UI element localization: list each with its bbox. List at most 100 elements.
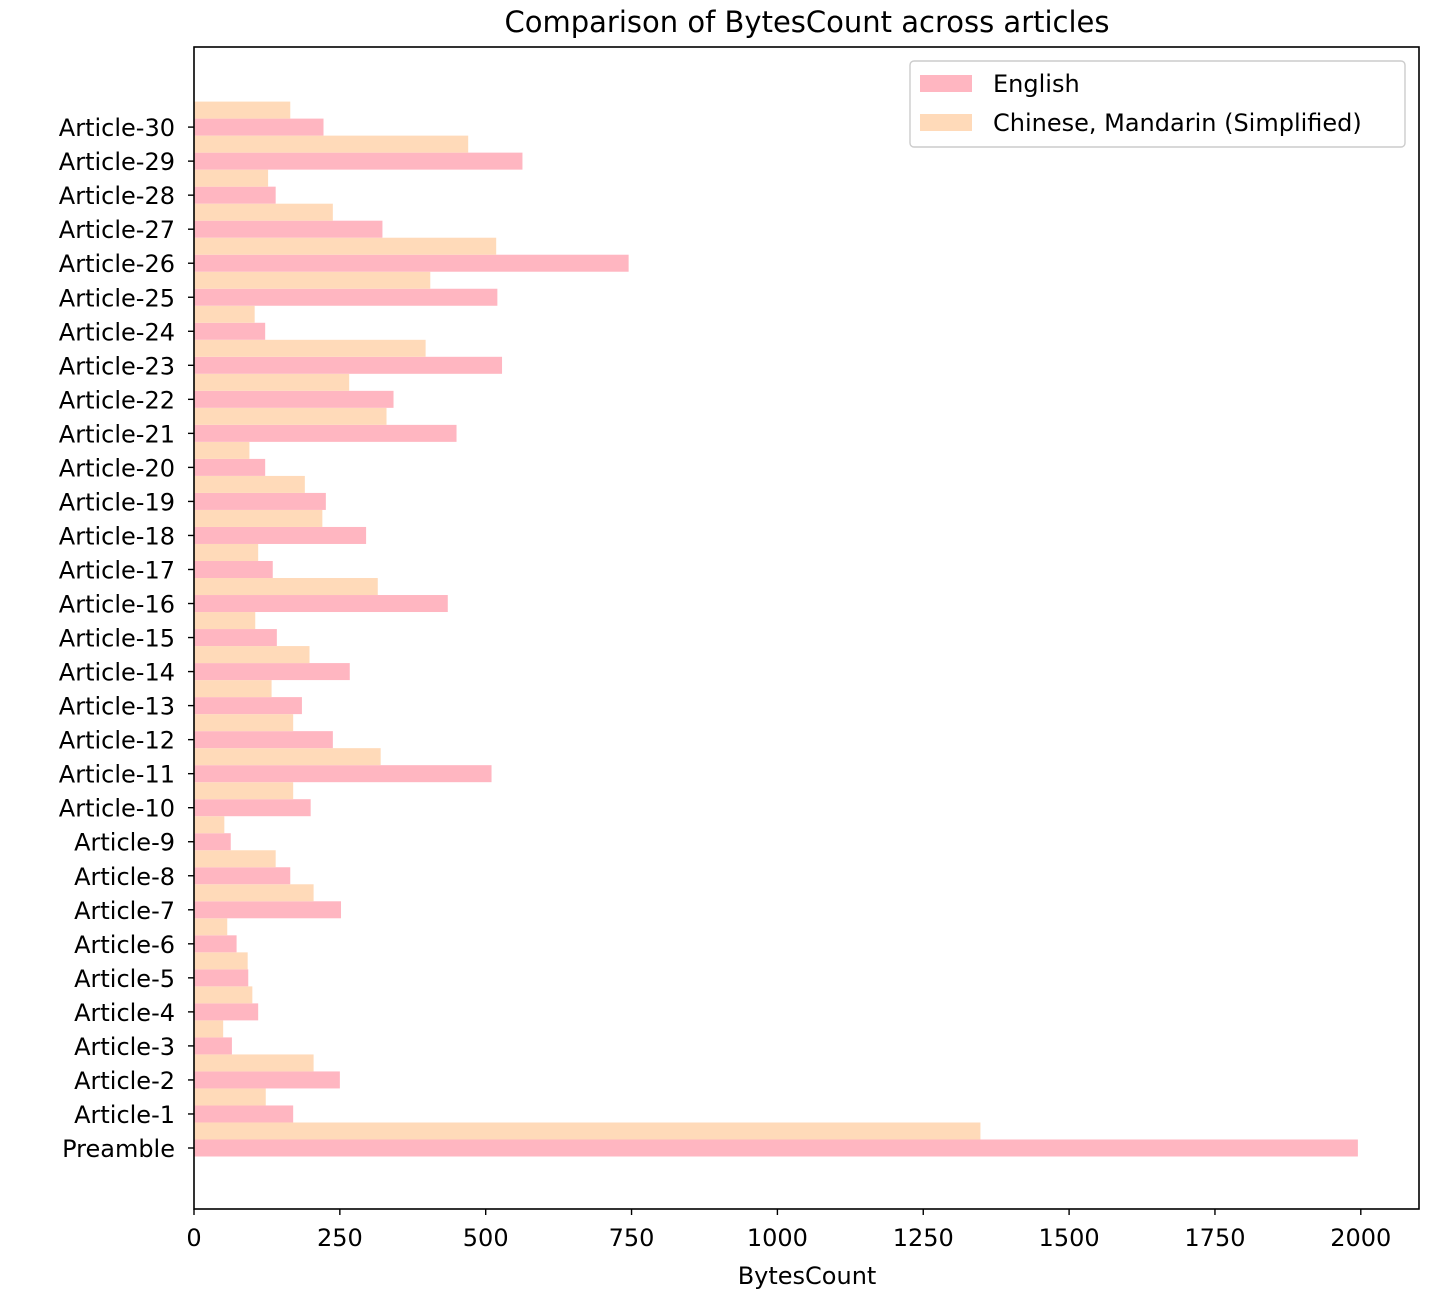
bar-english-article-22 [194,390,394,408]
y-tick-label: Article-15 [59,625,175,653]
y-tick-label: Article-16 [59,591,175,619]
bar-chinese-article-7 [194,884,314,902]
bar-chinese-article-11 [194,748,381,766]
legend: English Chinese, Mandarin (Simplified) [909,60,1406,148]
bar-chinese-article-27 [194,203,333,221]
bar-english-article-15 [194,629,277,647]
bar-chinese-article-12 [194,714,294,732]
bar-english-article-3 [194,1037,232,1055]
bar-chinese-article-5 [194,952,248,970]
bar-english-article-16 [194,595,448,613]
bar-english-preamble [194,1139,1358,1157]
y-tick-label: Article-25 [59,284,175,312]
x-tick-label: 0 [186,1224,201,1252]
bar-chinese-article-29 [194,135,469,153]
y-tick-label: Article-17 [59,556,175,584]
bar-chinese-article-9 [194,816,225,834]
bar-english-article-5 [194,969,249,987]
x-tick-label: 750 [609,1224,655,1252]
bar-chinese-article-6 [194,918,228,936]
x-tick-label: 1750 [1184,1224,1245,1252]
y-tick-label: Article-9 [74,829,175,857]
bar-chinese-article-20 [194,441,250,459]
bar-english-article-27 [194,220,383,238]
bar-chinese-article-3 [194,1020,224,1038]
bar-english-article-12 [194,731,333,749]
bar-chinese-article-25 [194,271,431,289]
legend-swatch [920,75,972,92]
y-tick-label: Article-11 [59,761,175,789]
x-axis: 0 250 500 750 1000 1250 1500 1750 2000 [186,1209,1391,1252]
y-tick-label: Article-12 [59,727,175,755]
bar-chinese-article-23 [194,339,426,357]
y-tick-label: Article-10 [59,795,175,823]
bar-english-article-4 [194,1003,259,1021]
y-tick-label: Article-8 [74,863,175,891]
y-tick-label: Article-27 [59,216,175,244]
bar-chinese-article-24 [194,305,255,323]
x-tick-label: 250 [317,1224,363,1252]
legend-label: English [993,70,1080,98]
y-tick-label: Article-14 [59,659,175,687]
bars-layer [194,101,1358,1157]
x-axis-label: BytesCount [738,1262,877,1290]
bar-english-article-7 [194,901,342,919]
y-tick-label: Article-1 [74,1101,175,1129]
bar-english-article-30 [194,118,324,136]
bar-english-article-28 [194,186,276,204]
y-tick-label: Article-26 [59,250,175,278]
bar-english-article-25 [194,288,498,306]
bar-english-article-24 [194,322,266,340]
bar-english-article-13 [194,697,302,715]
bar-english-article-9 [194,833,231,851]
x-tick-label: 1250 [893,1224,954,1252]
y-tick-label: Article-5 [74,965,175,993]
bar-chinese-article-28 [194,169,269,187]
bar-english-article-21 [194,424,457,442]
y-tick-label: Article-18 [59,522,175,550]
bar-english-article-18 [194,526,367,544]
bar-chinese-article-13 [194,680,272,698]
bar-chinese-article-26 [194,237,497,255]
bar-english-article-19 [194,492,326,510]
bar-english-article-10 [194,799,311,817]
y-tick-label: Article-2 [74,1067,175,1095]
bar-chinese-article-19 [194,475,305,493]
bar-chinese-article-14 [194,646,310,664]
x-tick-label: 1500 [1039,1224,1100,1252]
y-axis: Preamble Article-1 Article-2 Article-3 Artic… [59,114,194,1163]
y-tick-label: Article-30 [59,114,175,142]
y-tick-label: Article-21 [59,420,175,448]
y-tick-label: Article-20 [59,454,175,482]
bar-chinese-article-16 [194,578,378,596]
bar-chinese-article-18 [194,509,323,527]
y-tick-label: Article-3 [74,1033,175,1061]
bar-english-article-1 [194,1105,294,1123]
bar-english-article-6 [194,935,237,953]
y-tick-label: Article-23 [59,352,175,380]
y-tick-label: Article-19 [59,488,175,516]
bar-english-article-8 [194,867,291,885]
y-tick-label: Article-22 [59,386,175,414]
bar-english-article-23 [194,356,503,374]
x-tick-label: 500 [463,1224,509,1252]
y-tick-label: Article-24 [59,318,175,346]
legend-swatch [920,114,972,131]
bar-english-article-2 [194,1071,340,1089]
bar-chinese-article-17 [194,543,259,561]
x-tick-label: 2000 [1330,1224,1391,1252]
y-tick-label: Article-28 [59,182,175,210]
bar-chinese-article-15 [194,612,256,630]
bar-chinese-article-21 [194,407,387,425]
legend-box [909,60,1406,148]
bar-english-article-20 [194,458,266,476]
plot-frame [193,46,1420,1210]
bar-chinese-preamble [194,1122,981,1140]
x-tick-label: 1000 [747,1224,808,1252]
bar-chinese-article-2 [194,1054,314,1072]
bar-english-article-14 [194,663,350,681]
y-tick-label: Article-7 [74,897,175,925]
bar-chinese-article-4 [194,986,253,1004]
